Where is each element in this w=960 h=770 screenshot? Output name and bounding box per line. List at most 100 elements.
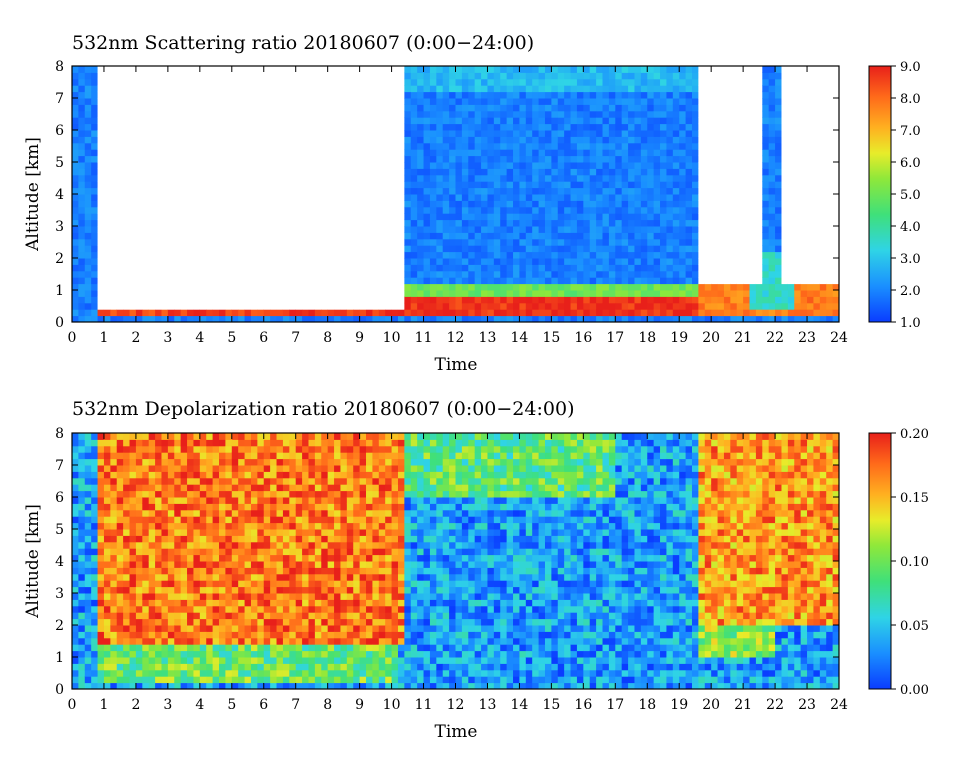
heatmap-cell bbox=[787, 200, 795, 208]
heatmap-cell bbox=[717, 78, 725, 86]
heatmap-cell bbox=[155, 264, 162, 272]
heatmap-cell bbox=[282, 213, 290, 221]
heatmap-cell bbox=[244, 245, 252, 253]
heatmap-cell bbox=[282, 277, 290, 285]
heatmap-cell bbox=[135, 123, 143, 131]
heatmap-cell bbox=[826, 85, 834, 93]
heatmap-cell bbox=[628, 66, 635, 73]
heatmap-cell bbox=[819, 155, 827, 163]
heatmap-cell bbox=[500, 66, 508, 73]
heatmap-cell bbox=[640, 251, 648, 259]
heatmap-cell bbox=[449, 283, 456, 291]
heatmap-cell bbox=[583, 78, 591, 86]
heatmap-cell bbox=[231, 98, 239, 105]
heatmap-cell bbox=[576, 142, 584, 150]
heatmap-cell bbox=[679, 85, 687, 93]
heatmap-cell bbox=[410, 296, 418, 304]
heatmap-cell bbox=[615, 91, 623, 99]
heatmap-cell bbox=[672, 78, 680, 86]
heatmap-cell bbox=[762, 110, 770, 118]
heatmap-cell bbox=[513, 309, 520, 317]
heatmap-cell bbox=[231, 315, 239, 323]
heatmap-cell bbox=[493, 123, 501, 131]
heatmap-cell bbox=[775, 270, 782, 278]
heatmap-cell bbox=[698, 123, 706, 131]
heatmap-cell bbox=[180, 258, 188, 265]
heatmap-cell bbox=[685, 283, 693, 291]
heatmap-cell bbox=[103, 142, 111, 150]
heatmap-cell bbox=[244, 66, 252, 73]
heatmap-cell bbox=[174, 104, 182, 112]
heatmap-cell bbox=[711, 130, 719, 137]
heatmap-cell bbox=[97, 245, 105, 253]
heatmap-cell bbox=[225, 142, 233, 150]
heatmap-cell bbox=[116, 187, 124, 195]
heatmap-cell bbox=[487, 270, 495, 278]
heatmap-cell bbox=[340, 296, 348, 304]
heatmap-cell bbox=[78, 245, 86, 253]
heatmap-cell bbox=[634, 309, 642, 317]
heatmap-cell bbox=[787, 277, 795, 285]
heatmap-cell bbox=[423, 264, 431, 272]
heatmap-cell bbox=[468, 181, 476, 189]
heatmap-cell bbox=[404, 78, 412, 86]
heatmap-cell bbox=[672, 270, 680, 278]
heatmap-cell bbox=[474, 104, 482, 112]
heatmap-cell bbox=[397, 142, 405, 150]
heatmap-cell bbox=[826, 309, 834, 317]
heatmap-cell bbox=[359, 110, 367, 118]
heatmap-cell bbox=[691, 78, 699, 86]
heatmap-cell bbox=[238, 168, 246, 176]
heatmap-cell bbox=[103, 238, 111, 246]
heatmap-cell bbox=[308, 219, 316, 227]
heatmap-cell bbox=[807, 200, 814, 208]
heatmap-cell bbox=[672, 162, 680, 169]
heatmap-cell bbox=[238, 98, 246, 105]
heatmap-cell bbox=[155, 187, 162, 195]
heatmap-cell bbox=[225, 226, 233, 233]
heatmap-cell bbox=[576, 110, 584, 118]
heatmap-cell bbox=[768, 78, 776, 86]
heatmap-cell bbox=[142, 66, 150, 73]
heatmap-cell bbox=[295, 302, 303, 310]
heatmap-cell bbox=[557, 302, 565, 310]
heatmap-cell bbox=[749, 219, 757, 227]
heatmap-cell bbox=[634, 270, 642, 278]
heatmap-cell bbox=[378, 309, 386, 317]
heatmap-cell bbox=[250, 181, 258, 189]
heatmap-cell bbox=[474, 206, 482, 214]
heatmap-cell bbox=[455, 174, 463, 182]
heatmap-cell bbox=[321, 136, 329, 144]
heatmap-cell bbox=[481, 85, 488, 93]
heatmap-cell bbox=[704, 270, 712, 278]
heatmap-cell bbox=[794, 258, 802, 265]
heatmap-cell bbox=[250, 110, 258, 118]
heatmap-cell bbox=[762, 181, 770, 189]
heatmap-cell bbox=[244, 200, 252, 208]
heatmap-cell bbox=[302, 206, 309, 214]
heatmap-cell bbox=[736, 296, 744, 304]
heatmap-cell bbox=[372, 187, 380, 195]
heatmap-cell bbox=[621, 238, 629, 246]
heatmap-cell bbox=[72, 232, 79, 240]
heatmap-cell bbox=[84, 283, 92, 291]
heatmap-cell bbox=[263, 264, 271, 272]
heatmap-cell bbox=[72, 194, 79, 201]
heatmap-cell bbox=[634, 136, 642, 144]
heatmap-cell bbox=[263, 136, 271, 144]
heatmap-cell bbox=[461, 296, 469, 304]
heatmap-cell bbox=[743, 200, 751, 208]
heatmap-cell bbox=[551, 206, 559, 214]
heatmap-cell bbox=[212, 232, 220, 240]
heatmap-cell bbox=[755, 66, 763, 73]
heatmap-cell bbox=[84, 277, 92, 285]
heatmap-cell bbox=[219, 155, 226, 163]
heatmap-cell bbox=[410, 168, 418, 176]
heatmap-cell bbox=[417, 302, 425, 310]
heatmap-cell bbox=[417, 136, 425, 144]
heatmap-cell bbox=[570, 206, 578, 214]
heatmap-cell bbox=[276, 219, 284, 227]
heatmap-cell bbox=[800, 110, 808, 118]
heatmap-cell bbox=[161, 78, 169, 86]
heatmap-cell bbox=[564, 219, 572, 227]
